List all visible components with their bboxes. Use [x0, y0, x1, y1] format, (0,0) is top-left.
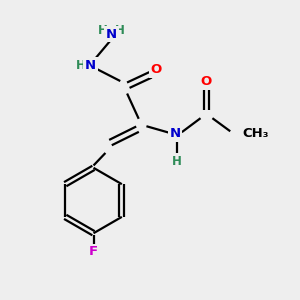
Text: O: O	[150, 63, 162, 76]
Text: H: H	[172, 155, 182, 168]
Text: H: H	[115, 24, 124, 37]
Text: CH₃: CH₃	[242, 127, 268, 140]
Text: O: O	[201, 75, 212, 88]
Text: N: N	[85, 59, 96, 72]
Text: H: H	[76, 59, 86, 72]
Text: H: H	[98, 24, 108, 37]
Text: N: N	[170, 127, 181, 140]
Text: F: F	[89, 245, 98, 258]
Text: N: N	[106, 28, 117, 40]
